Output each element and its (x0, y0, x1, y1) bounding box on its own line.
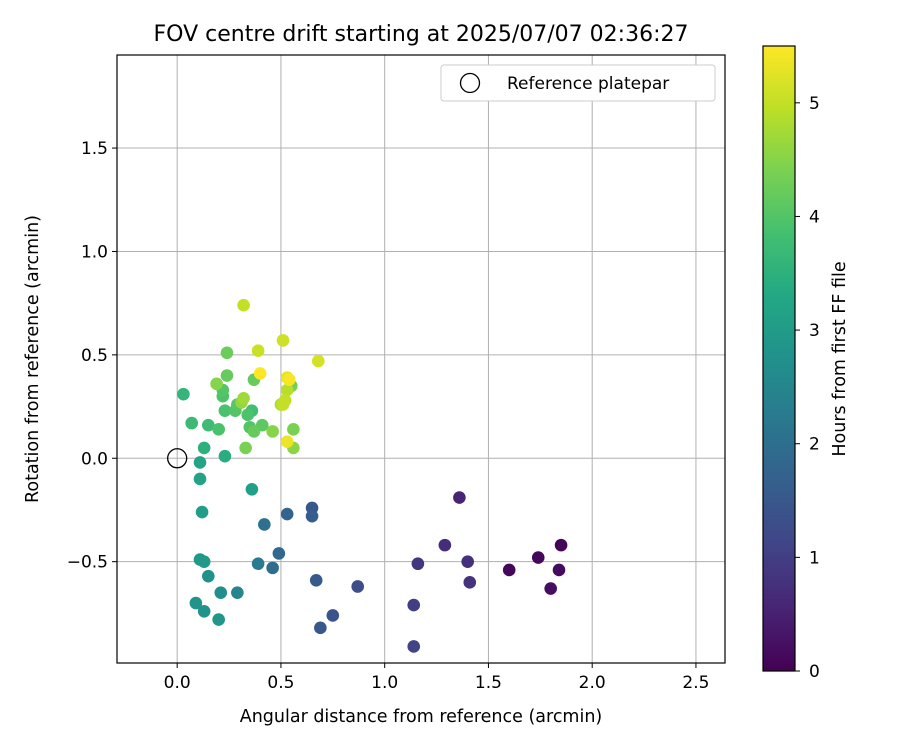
y-tick-label: −0.5 (67, 553, 108, 573)
colorbar-tick-label: 2 (809, 435, 820, 455)
data-point (210, 377, 223, 391)
data-point (531, 551, 545, 564)
data-point (245, 482, 259, 496)
data-point (280, 435, 294, 449)
data-point (407, 598, 421, 612)
y-axis-ticks: −0.5 0.0 0.5 1.0 1.5 (67, 139, 117, 573)
data-point (411, 557, 425, 571)
data-point (220, 346, 234, 360)
legend-marker-icon (459, 72, 481, 94)
data-point (197, 441, 211, 455)
y-tick-label: 1.5 (81, 139, 108, 159)
y-tick-label: 1.0 (81, 242, 108, 262)
colorbar-tick-label: 5 (809, 94, 820, 114)
colorbar-tick-label: 1 (809, 548, 820, 568)
data-point (212, 423, 225, 436)
data-point (305, 509, 319, 523)
legend-entry-reference: Reference platepar (507, 74, 669, 94)
data-point (197, 604, 211, 618)
data-point (554, 538, 568, 552)
data-point (278, 394, 292, 407)
data-point (544, 582, 557, 595)
data-point (218, 404, 232, 418)
x-axis-ticks: 0.0 0.5 1.0 1.5 2.0 2.5 (164, 663, 709, 693)
data-point (407, 640, 421, 653)
data-point (241, 408, 255, 422)
data-point (185, 416, 199, 430)
reference-marker (167, 448, 188, 469)
data-point (461, 555, 474, 568)
data-point (202, 569, 215, 583)
data-point (309, 573, 323, 587)
data-point (177, 387, 190, 401)
grid-lines (117, 55, 725, 663)
y-tick-label: 0.5 (81, 346, 108, 366)
legend: Reference platepar (440, 64, 716, 102)
x-tick-label: 1.5 (475, 673, 502, 693)
data-point (258, 518, 271, 531)
data-point (266, 425, 279, 438)
data-point (195, 505, 209, 519)
data-point (202, 418, 215, 432)
data-point (239, 441, 252, 455)
data-point (282, 373, 296, 386)
data-point (502, 563, 516, 577)
data-point (218, 449, 232, 463)
data-point (276, 334, 290, 347)
x-tick-label: 0.0 (164, 673, 191, 693)
data-point (193, 472, 207, 486)
legend-box (440, 64, 716, 102)
colorbar-tick-label: 0 (809, 662, 820, 682)
data-point (231, 586, 244, 599)
data-point (552, 563, 566, 577)
data-point (193, 456, 207, 469)
x-tick-label: 1.0 (371, 673, 398, 693)
chart-title: FOV centre drift starting at 2025/07/07 … (154, 22, 689, 47)
data-point (197, 555, 211, 568)
data-point (212, 613, 225, 626)
data-point (214, 586, 228, 599)
data-point (280, 507, 294, 521)
data-point (287, 423, 300, 436)
colorbar-tick-label: 4 (809, 207, 820, 227)
scatter-points (177, 298, 568, 653)
data-point (253, 367, 267, 380)
data-point (247, 425, 261, 438)
data-point (237, 298, 250, 312)
x-tick-label: 2.0 (579, 673, 606, 693)
data-point (463, 576, 477, 589)
y-tick-label: 0.0 (81, 449, 108, 469)
data-point (311, 354, 325, 368)
plot-frame (116, 54, 726, 664)
reference-point-marker (167, 448, 188, 469)
colorbar: 0 1 2 3 4 5 Hours from first FF file (762, 45, 850, 682)
data-point (251, 557, 265, 571)
data-point (251, 344, 265, 358)
data-point (351, 580, 365, 593)
colorbar-ticks: 0 1 2 3 4 5 (795, 94, 820, 682)
x-axis-label: Angular distance from reference (arcmin) (240, 707, 603, 727)
data-point (314, 621, 327, 635)
data-point (237, 391, 250, 405)
x-tick-label: 2.5 (682, 673, 709, 693)
data-point (453, 491, 466, 504)
data-point (266, 561, 279, 575)
data-point (220, 369, 234, 382)
data-point (280, 383, 294, 397)
colorbar-gradient (762, 45, 796, 672)
y-axis-label: Rotation from reference (arcmin) (23, 215, 43, 503)
colorbar-label: Hours from first FF file (830, 261, 850, 456)
data-point (189, 596, 203, 610)
data-point (272, 547, 286, 560)
colorbar-tick-label: 3 (809, 321, 820, 341)
data-point (326, 609, 340, 622)
data-point (438, 538, 452, 552)
x-tick-label: 0.5 (267, 673, 294, 693)
